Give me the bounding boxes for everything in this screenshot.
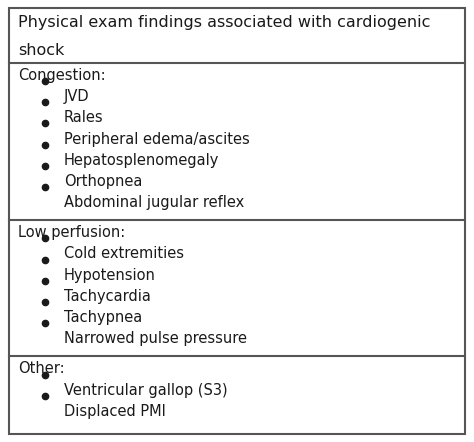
Text: Hypotension: Hypotension [64, 268, 156, 283]
Text: Congestion:: Congestion: [18, 68, 106, 83]
Text: Tachypnea: Tachypnea [64, 310, 142, 325]
Text: Abdominal jugular reflex: Abdominal jugular reflex [64, 195, 244, 210]
Text: Peripheral edema/ascites: Peripheral edema/ascites [64, 132, 250, 147]
Text: shock: shock [18, 43, 64, 58]
Text: Orthopnea: Orthopnea [64, 174, 142, 189]
Text: Tachycardia: Tachycardia [64, 289, 151, 304]
Text: Other:: Other: [18, 362, 64, 377]
Text: Narrowed pulse pressure: Narrowed pulse pressure [64, 332, 247, 347]
Text: Physical exam findings associated with cardiogenic: Physical exam findings associated with c… [18, 15, 430, 30]
Text: Ventricular gallop (S3): Ventricular gallop (S3) [64, 383, 228, 398]
Text: JVD: JVD [64, 89, 90, 104]
Text: Low perfusion:: Low perfusion: [18, 225, 125, 240]
Text: Displaced PMI: Displaced PMI [64, 404, 166, 419]
Text: Rales: Rales [64, 110, 104, 126]
Text: Cold extremities: Cold extremities [64, 247, 184, 262]
Text: Hepatosplenomegaly: Hepatosplenomegaly [64, 153, 219, 168]
